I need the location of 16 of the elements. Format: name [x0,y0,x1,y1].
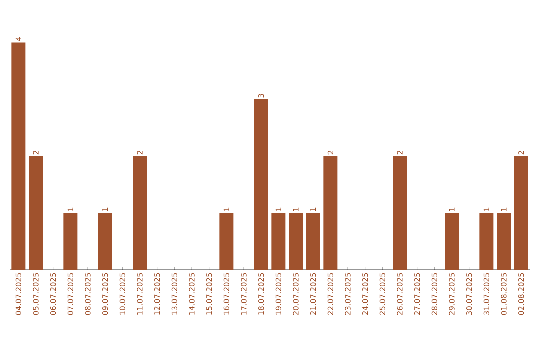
bar [480,213,494,270]
bar [289,213,304,270]
bar [393,156,408,270]
bar [64,213,78,270]
bar [324,156,338,270]
bar [12,42,26,270]
bar [272,213,286,270]
bar [514,156,528,270]
bar [254,100,268,270]
bar [306,213,320,270]
bar [133,156,147,270]
bar [220,213,234,270]
bar [29,156,43,270]
bar [497,213,512,270]
bar [98,213,112,270]
bar [445,213,460,270]
